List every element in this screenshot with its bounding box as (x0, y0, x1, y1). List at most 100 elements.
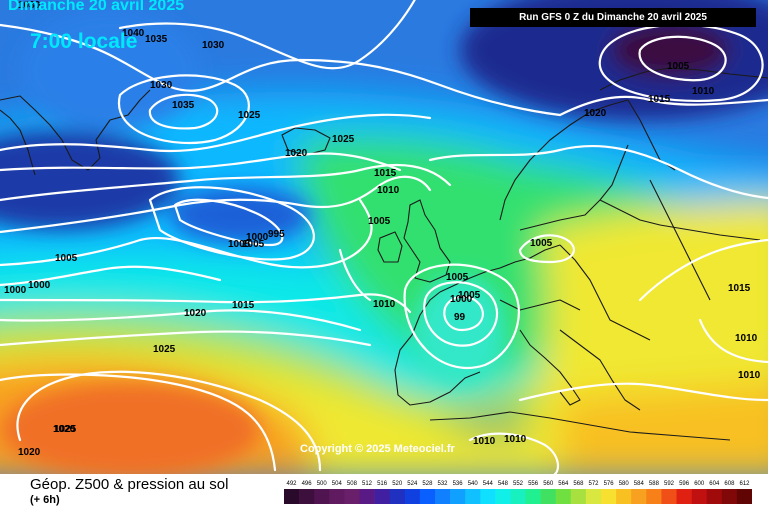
pressure-label: 1000 (4, 285, 27, 296)
pressure-label: 1010 (373, 299, 396, 310)
europe-borders-2 (599, 199, 761, 241)
pressure-label: 1020 (285, 148, 308, 159)
pressure-label: 1010 (692, 86, 715, 97)
model-run-banner: Run GFS 0 Z du Dimanche 20 avril 2025 (470, 8, 756, 27)
legend-swatch (435, 489, 451, 504)
balkans-coast (559, 329, 641, 411)
pressure-label: 1010 (735, 333, 758, 344)
pressure-label: 1010 (377, 185, 400, 196)
legend-swatch (359, 489, 375, 504)
isobar-1020-south (0, 330, 372, 347)
isobar-low-inner (173, 198, 284, 247)
ireland-coast (377, 231, 403, 263)
isobar-1010 (0, 175, 432, 234)
uk-coast (403, 199, 451, 283)
isobar-1035-ring (148, 93, 219, 130)
legend-swatch (585, 489, 602, 504)
legend-swatch (540, 489, 556, 504)
isobar-1010-scand (428, 144, 768, 200)
norway-coast (499, 99, 629, 221)
pressure-label: 1010 (738, 370, 761, 381)
europe-borders-4 (499, 299, 581, 311)
field-navy-nw (0, 130, 180, 230)
legend-label: 540 (468, 481, 479, 487)
legend-swatch (299, 489, 315, 504)
pressure-label: 995 (268, 229, 285, 240)
scandinavia-coast (519, 144, 629, 231)
isobar-1010-center (338, 248, 372, 302)
pressure-label: 1030 (150, 80, 173, 91)
legend-swatch (601, 489, 617, 504)
legend-swatch (721, 489, 738, 504)
legend-label: 548 (498, 481, 509, 487)
italy-coast (519, 329, 581, 406)
legend-swatch (450, 489, 466, 504)
isobar-low-france-3 (403, 263, 520, 369)
isobar-1030-ring (117, 74, 250, 145)
pressure-label: 1005 (530, 238, 553, 249)
isobars (0, 0, 768, 474)
pressure-label: 1020 (53, 424, 76, 435)
greenland-coast-2 (0, 109, 36, 176)
pressure-label: 1030 (18, 0, 41, 11)
legend-label: 604 (709, 481, 720, 487)
field-blue-greenland (20, 10, 200, 130)
isobar-low-outer (0, 198, 373, 269)
legend-label: 612 (739, 481, 750, 487)
pressure-label: 1025 (153, 344, 176, 355)
legend-label: 568 (573, 481, 584, 487)
legend-label: 588 (649, 481, 660, 487)
isobar-1035-north (118, 0, 416, 70)
pressure-label: 1025 (54, 424, 77, 435)
europe-borders-3 (649, 179, 711, 301)
field-low-atlantic (170, 187, 310, 243)
pressure-label: 1020 (584, 108, 607, 119)
legend-label: 504 (332, 481, 343, 487)
field-deep-purple (610, 22, 730, 78)
pressure-label: 1015 (728, 283, 751, 294)
isobar-east-3 (518, 382, 768, 402)
pressure-label: 1005 (242, 239, 265, 250)
legend-swatch (616, 489, 632, 504)
legend-swatch (404, 489, 421, 504)
legend-label: 608 (724, 481, 735, 487)
legend-swatch (344, 489, 360, 504)
isobar-1005-mid (0, 293, 412, 314)
isobar-east-2 (698, 318, 768, 364)
legend-swatch (706, 489, 723, 504)
europe-borders-1 (559, 244, 651, 341)
legend-label: 556 (528, 481, 539, 487)
isobar-1005-east (518, 234, 575, 264)
isobar-1020 (0, 152, 402, 172)
pressure-label: 1035 (145, 34, 168, 45)
pressure-label: 1000 (28, 280, 51, 291)
pressure-label: 1025 (332, 134, 355, 145)
legend-label: 572 (588, 481, 599, 487)
pressure-label: 1025 (238, 110, 261, 121)
pressure-label: 1010 (504, 434, 527, 445)
france-spain-coast (394, 291, 481, 406)
isobar-low-france-1 (443, 295, 484, 332)
legend-label: 580 (619, 481, 630, 487)
legend-label: 500 (317, 481, 328, 487)
pressure-label: 1000 (246, 232, 269, 243)
legend-swatch (646, 489, 662, 504)
pressure-label: 1010 (473, 436, 496, 447)
legend-swatch (676, 489, 692, 504)
pressure-label: 1005 (55, 253, 78, 264)
legend-label: 524 (407, 481, 418, 487)
pressure-label: 1030 (202, 40, 225, 51)
pressure-label: 1040 (122, 28, 145, 39)
isobar-1020-south-ring (0, 373, 277, 472)
legend-swatch (389, 489, 406, 504)
isobar-1025-south (16, 370, 322, 472)
field-yellow (520, 200, 768, 440)
legend-swatch (374, 489, 390, 504)
forecast-time: 7:00 locale (30, 30, 138, 53)
isobar-1025 (0, 113, 432, 153)
north-africa-coast (429, 411, 731, 441)
pressure-label: 1005 (368, 216, 391, 227)
legend-swatch (736, 489, 752, 504)
legend-label: 544 (483, 481, 494, 487)
pressure-label: 1005 (446, 272, 469, 283)
